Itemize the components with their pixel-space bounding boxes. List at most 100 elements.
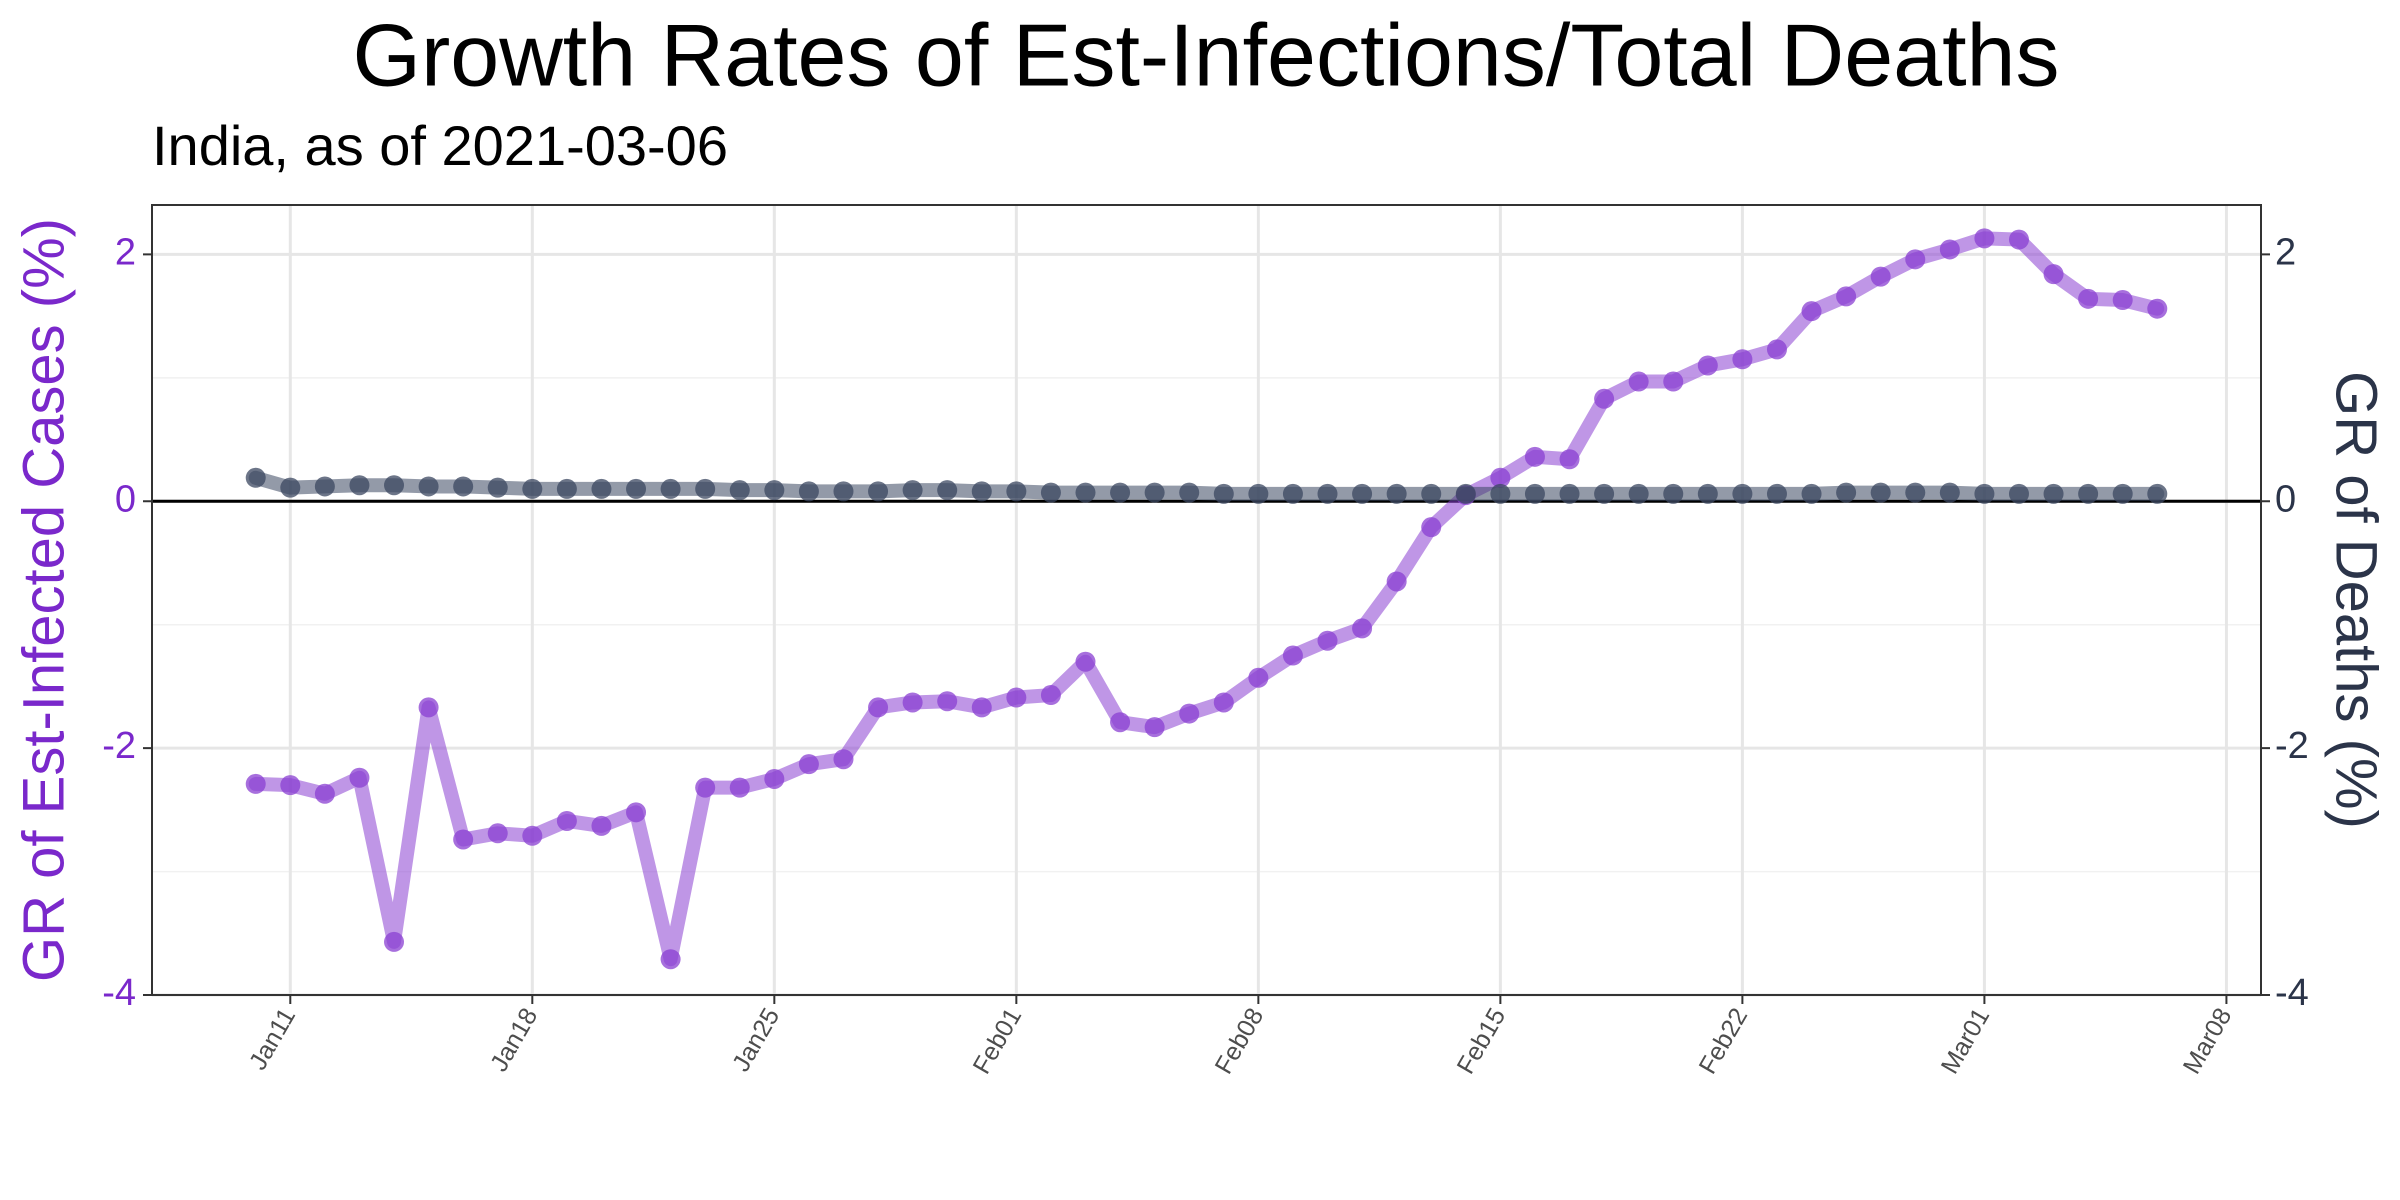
data-point bbox=[833, 749, 854, 770]
data-point bbox=[1801, 483, 1822, 504]
data-point bbox=[1421, 483, 1442, 504]
data-point bbox=[1559, 449, 1580, 470]
data-point bbox=[798, 754, 819, 775]
data-point bbox=[1317, 630, 1338, 651]
y2-tick-label: -2 bbox=[2275, 725, 2309, 767]
data-point bbox=[1524, 446, 1545, 467]
data-point bbox=[1594, 483, 1615, 504]
data-point bbox=[245, 467, 266, 488]
data-point bbox=[695, 777, 716, 798]
data-point bbox=[1040, 685, 1061, 706]
y-tick-label: 2 bbox=[115, 231, 136, 273]
data-point bbox=[487, 477, 508, 498]
data-point bbox=[1836, 286, 1857, 307]
data-point bbox=[522, 825, 543, 846]
chart-title: Growth Rates of Est-Infections/Total Dea… bbox=[353, 5, 2060, 104]
data-point bbox=[1870, 266, 1891, 287]
data-point bbox=[1524, 483, 1545, 504]
data-point bbox=[314, 476, 335, 497]
data-point bbox=[280, 477, 301, 498]
data-point bbox=[1974, 228, 1995, 249]
data-point bbox=[1905, 249, 1926, 270]
data-point bbox=[591, 815, 612, 836]
data-point bbox=[833, 481, 854, 502]
data-point bbox=[626, 478, 647, 499]
y-tick-label: -2 bbox=[102, 725, 136, 767]
data-point bbox=[1663, 371, 1684, 392]
data-point bbox=[660, 949, 681, 970]
data-point bbox=[1110, 712, 1131, 733]
data-point bbox=[937, 691, 958, 712]
data-point bbox=[418, 697, 439, 718]
data-point bbox=[1939, 482, 1960, 503]
y2-tick-label: -4 bbox=[2275, 972, 2309, 1014]
data-point bbox=[1594, 388, 1615, 409]
data-point bbox=[729, 480, 750, 501]
data-point bbox=[1628, 371, 1649, 392]
data-point bbox=[1490, 483, 1511, 504]
data-point bbox=[1455, 483, 1476, 504]
data-point bbox=[314, 783, 335, 804]
y-tick-label: 0 bbox=[115, 478, 136, 520]
data-point bbox=[902, 480, 923, 501]
chart-subtitle: India, as of 2021-03-06 bbox=[152, 114, 728, 177]
data-point bbox=[487, 823, 508, 844]
data-point bbox=[384, 475, 405, 496]
data-point bbox=[1559, 483, 1580, 504]
data-point bbox=[1421, 517, 1442, 538]
data-point bbox=[1006, 481, 1027, 502]
y2-axis-title: GR of Deaths (%) bbox=[2324, 371, 2389, 829]
data-point bbox=[453, 829, 474, 850]
data-point bbox=[2078, 483, 2099, 504]
data-point bbox=[729, 777, 750, 798]
data-point bbox=[1386, 483, 1407, 504]
data-point bbox=[1766, 483, 1787, 504]
y-axis-title: GR of Est-Infected Cases (%) bbox=[11, 218, 76, 982]
plot-border bbox=[151, 204, 2262, 996]
data-point bbox=[971, 481, 992, 502]
data-point bbox=[1352, 483, 1373, 504]
data-point bbox=[418, 476, 439, 497]
data-point bbox=[1352, 618, 1373, 639]
data-point bbox=[591, 478, 612, 499]
data-point bbox=[660, 478, 681, 499]
data-point bbox=[626, 802, 647, 823]
data-point bbox=[1870, 482, 1891, 503]
data-point bbox=[1628, 483, 1649, 504]
data-point bbox=[1939, 239, 1960, 260]
data-point bbox=[1282, 645, 1303, 666]
data-point bbox=[384, 931, 405, 952]
data-point bbox=[349, 475, 370, 496]
data-point bbox=[2078, 288, 2099, 309]
data-point bbox=[556, 810, 577, 831]
data-point bbox=[1732, 349, 1753, 370]
data-point bbox=[522, 478, 543, 499]
data-point bbox=[2008, 483, 2029, 504]
data-point bbox=[280, 775, 301, 796]
data-point bbox=[764, 768, 785, 789]
data-point bbox=[1974, 483, 1995, 504]
data-point bbox=[868, 697, 889, 718]
data-point bbox=[1110, 482, 1131, 503]
data-point bbox=[1317, 483, 1338, 504]
data-point bbox=[1697, 355, 1718, 376]
data-point bbox=[2147, 483, 2168, 504]
data-point bbox=[1801, 301, 1822, 322]
data-point bbox=[2008, 229, 2029, 250]
data-point bbox=[1213, 483, 1234, 504]
data-point bbox=[937, 480, 958, 501]
y-tick-label: -4 bbox=[102, 972, 136, 1014]
data-point bbox=[1075, 482, 1096, 503]
data-point bbox=[1144, 482, 1165, 503]
data-point bbox=[868, 481, 889, 502]
data-point bbox=[1697, 483, 1718, 504]
y2-tick-label: 2 bbox=[2275, 231, 2296, 273]
y2-tick-label: 0 bbox=[2275, 478, 2296, 520]
data-point bbox=[245, 773, 266, 794]
data-point bbox=[1006, 687, 1027, 708]
data-point bbox=[1836, 482, 1857, 503]
data-point bbox=[1179, 482, 1200, 503]
data-point bbox=[1248, 667, 1269, 688]
